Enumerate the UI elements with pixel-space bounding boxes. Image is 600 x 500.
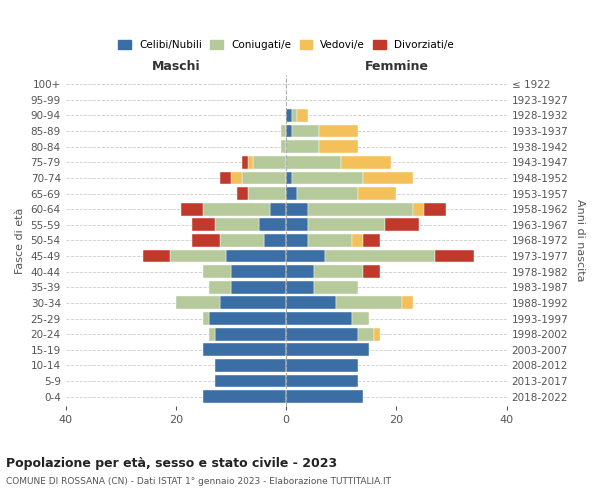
Bar bbox=[352, 312, 369, 325]
Bar bbox=[364, 265, 380, 278]
Bar bbox=[358, 328, 374, 340]
Bar bbox=[341, 156, 391, 168]
Bar bbox=[286, 312, 352, 325]
Bar bbox=[203, 390, 286, 403]
Bar bbox=[308, 218, 385, 231]
Bar bbox=[314, 265, 364, 278]
Bar bbox=[236, 187, 248, 200]
Bar bbox=[203, 203, 269, 215]
Bar bbox=[209, 312, 286, 325]
Bar bbox=[286, 109, 292, 122]
Bar bbox=[215, 218, 259, 231]
Bar bbox=[220, 172, 231, 184]
Bar bbox=[286, 265, 314, 278]
Bar bbox=[203, 344, 286, 356]
Bar bbox=[286, 124, 292, 138]
Y-axis label: Anni di nascita: Anni di nascita bbox=[575, 199, 585, 281]
Bar bbox=[248, 156, 253, 168]
Bar bbox=[242, 156, 248, 168]
Text: Popolazione per età, sesso e stato civile - 2023: Popolazione per età, sesso e stato civil… bbox=[6, 458, 337, 470]
Bar bbox=[286, 344, 369, 356]
Bar bbox=[424, 203, 446, 215]
Bar bbox=[209, 281, 231, 293]
Bar bbox=[286, 172, 292, 184]
Bar bbox=[231, 172, 242, 184]
Bar bbox=[292, 109, 297, 122]
Bar bbox=[193, 234, 220, 247]
Bar bbox=[215, 359, 286, 372]
Bar bbox=[281, 124, 286, 138]
Bar bbox=[314, 281, 358, 293]
Bar bbox=[264, 234, 286, 247]
Bar bbox=[286, 140, 319, 153]
Bar bbox=[248, 187, 286, 200]
Bar bbox=[364, 172, 413, 184]
Bar bbox=[259, 218, 286, 231]
Bar bbox=[374, 328, 380, 340]
Bar bbox=[269, 203, 286, 215]
Bar bbox=[286, 296, 336, 310]
Bar bbox=[435, 250, 473, 262]
Text: COMUNE DI ROSSANA (CN) - Dati ISTAT 1° gennaio 2023 - Elaborazione TUTTITALIA.IT: COMUNE DI ROSSANA (CN) - Dati ISTAT 1° g… bbox=[6, 478, 391, 486]
Bar bbox=[203, 312, 209, 325]
Bar bbox=[286, 250, 325, 262]
Bar bbox=[292, 172, 364, 184]
Bar bbox=[220, 234, 264, 247]
Bar bbox=[319, 140, 358, 153]
Bar bbox=[286, 218, 308, 231]
Bar bbox=[231, 281, 286, 293]
Bar bbox=[203, 265, 231, 278]
Text: Femmine: Femmine bbox=[364, 60, 428, 74]
Bar bbox=[220, 296, 286, 310]
Bar bbox=[402, 296, 413, 310]
Bar bbox=[286, 156, 341, 168]
Bar bbox=[143, 250, 170, 262]
Text: Maschi: Maschi bbox=[152, 60, 200, 74]
Bar bbox=[308, 234, 352, 247]
Bar bbox=[253, 156, 286, 168]
Bar bbox=[358, 187, 397, 200]
Bar bbox=[319, 124, 358, 138]
Y-axis label: Fasce di età: Fasce di età bbox=[15, 207, 25, 274]
Bar bbox=[286, 328, 358, 340]
Bar bbox=[176, 296, 220, 310]
Bar bbox=[385, 218, 419, 231]
Bar bbox=[286, 187, 297, 200]
Bar bbox=[281, 140, 286, 153]
Bar bbox=[413, 203, 424, 215]
Bar bbox=[231, 265, 286, 278]
Bar bbox=[336, 296, 402, 310]
Bar bbox=[308, 203, 413, 215]
Bar bbox=[286, 234, 308, 247]
Bar bbox=[215, 328, 286, 340]
Bar bbox=[209, 328, 215, 340]
Bar bbox=[286, 374, 358, 388]
Bar bbox=[226, 250, 286, 262]
Bar bbox=[286, 390, 364, 403]
Bar bbox=[286, 281, 314, 293]
Bar bbox=[286, 203, 308, 215]
Bar bbox=[286, 359, 358, 372]
Bar bbox=[297, 109, 308, 122]
Bar bbox=[242, 172, 286, 184]
Bar bbox=[292, 124, 319, 138]
Bar bbox=[193, 218, 215, 231]
Bar bbox=[170, 250, 226, 262]
Bar bbox=[215, 374, 286, 388]
Bar bbox=[325, 250, 435, 262]
Bar bbox=[352, 234, 364, 247]
Legend: Celibi/Nubili, Coniugati/e, Vedovi/e, Divorziati/e: Celibi/Nubili, Coniugati/e, Vedovi/e, Di… bbox=[115, 37, 457, 54]
Bar bbox=[181, 203, 203, 215]
Bar bbox=[297, 187, 358, 200]
Bar bbox=[364, 234, 380, 247]
